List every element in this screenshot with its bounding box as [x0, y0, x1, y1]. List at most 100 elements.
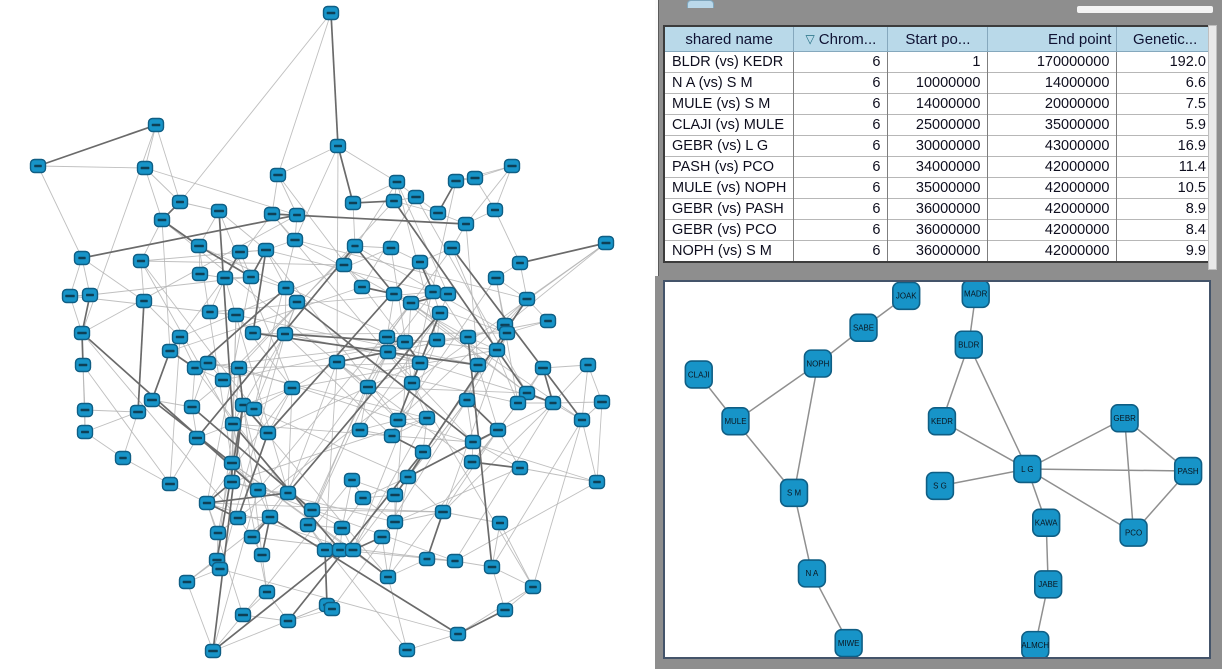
network-node[interactable] — [439, 286, 457, 302]
network-node[interactable] — [464, 434, 482, 450]
network-edge[interactable] — [442, 402, 554, 513]
network-node[interactable] — [223, 455, 241, 471]
network-node[interactable] — [323, 601, 341, 617]
network-edge[interactable] — [330, 12, 339, 147]
network-node[interactable] — [132, 253, 150, 269]
network-node[interactable] — [579, 357, 597, 373]
network-edge[interactable] — [81, 257, 145, 302]
network-node[interactable] — [346, 238, 364, 254]
table-cell[interactable]: GEBR (vs) L G — [663, 135, 794, 157]
network-node[interactable] — [486, 202, 504, 218]
table-cell[interactable]: NOPH (vs) S M — [663, 240, 794, 262]
network-edge[interactable] — [84, 409, 139, 413]
filter-icon[interactable]: ▽ — [805, 31, 815, 46]
network-node[interactable] — [469, 357, 487, 373]
network-node[interactable] — [73, 250, 91, 266]
table-cell[interactable]: 11.4 — [1116, 156, 1214, 178]
network-node[interactable] — [383, 428, 401, 444]
table-cell[interactable]: CLAJI (vs) MULE — [663, 114, 794, 136]
network-node[interactable] — [524, 579, 542, 595]
table-row[interactable]: MULE (vs) S M 6 14000000 20000000 7.5 — [663, 93, 1214, 115]
subnetwork-node-PASH[interactable]: PASH — [1173, 456, 1203, 486]
network-node[interactable] — [411, 355, 429, 371]
network-node[interactable] — [171, 329, 189, 345]
column-header-3[interactable]: End point — [987, 25, 1118, 52]
network-node[interactable] — [344, 542, 362, 558]
network-edge[interactable] — [235, 314, 479, 366]
network-node[interactable] — [243, 529, 261, 545]
network-node[interactable] — [242, 269, 260, 285]
network-edge[interactable] — [212, 549, 341, 652]
network-edge[interactable] — [296, 301, 474, 443]
network-edge[interactable] — [169, 286, 363, 352]
table-cell[interactable]: 6 — [793, 198, 888, 220]
table-row[interactable]: GEBR (vs) PCO 6 36000000 42000000 8.4 — [663, 219, 1214, 241]
table-scrollbar[interactable] — [1208, 25, 1217, 270]
network-edge[interactable] — [253, 301, 298, 410]
network-edge[interactable] — [519, 242, 607, 264]
network-edge[interactable] — [232, 423, 268, 593]
subnetwork-node-MIWE[interactable]: MIWE — [834, 628, 863, 657]
network-node[interactable] — [489, 422, 507, 438]
network-node[interactable] — [458, 392, 476, 408]
network-node[interactable] — [74, 357, 92, 373]
table-row[interactable]: NOPH (vs) S M 6 36000000 42000000 9.9 — [663, 240, 1214, 262]
network-node[interactable] — [457, 216, 475, 232]
network-edge[interactable] — [287, 312, 441, 494]
subnetwork-node-KEDR[interactable]: KEDR — [927, 407, 957, 436]
network-node[interactable] — [276, 326, 294, 342]
network-node[interactable] — [81, 287, 99, 303]
network-node[interactable] — [378, 329, 396, 345]
network-node[interactable] — [402, 295, 420, 311]
network-edge[interactable] — [411, 312, 441, 384]
network-edge[interactable] — [596, 401, 603, 483]
network-edge[interactable] — [206, 387, 293, 504]
network-node[interactable] — [429, 205, 447, 221]
network-node[interactable] — [211, 561, 229, 577]
network-edge[interactable] — [169, 437, 198, 485]
network-node[interactable] — [253, 547, 271, 563]
network-node[interactable] — [261, 509, 279, 525]
network-node[interactable] — [447, 173, 465, 189]
network-node[interactable] — [379, 344, 397, 360]
table-cell[interactable]: 5.9 — [1116, 114, 1214, 136]
network-edge[interactable] — [451, 247, 583, 421]
network-node[interactable] — [385, 193, 403, 209]
network-edge[interactable] — [191, 362, 209, 408]
network-edge[interactable] — [137, 300, 145, 413]
network-edge[interactable] — [253, 239, 296, 410]
subnetwork-edge-LG-PASH[interactable] — [1027, 468, 1189, 472]
network-edge[interactable] — [151, 350, 171, 401]
network-node[interactable] — [463, 454, 481, 470]
table-cell[interactable]: 42000000 — [987, 177, 1117, 199]
main-network-canvas[interactable] — [0, 0, 655, 669]
network-edge[interactable] — [291, 349, 498, 389]
network-edge[interactable] — [238, 367, 399, 421]
network-node[interactable] — [277, 280, 295, 296]
network-edge[interactable] — [336, 351, 389, 363]
network-edge[interactable] — [235, 314, 293, 389]
table-cell[interactable]: 35000000 — [987, 114, 1117, 136]
network-node[interactable] — [143, 392, 161, 408]
subnetwork-node-ALMCH[interactable]: ALMCH — [1021, 630, 1050, 657]
network-edge[interactable] — [455, 165, 513, 182]
subnetwork-edge-GEBR-PCO[interactable] — [1123, 418, 1135, 533]
subnetwork-node-MULE[interactable]: MULE — [721, 407, 750, 436]
network-node[interactable] — [335, 257, 353, 273]
network-edge[interactable] — [341, 479, 353, 529]
network-node[interactable] — [136, 160, 154, 176]
subnetwork-node-CLAJI[interactable]: CLAJI — [684, 360, 713, 389]
network-node[interactable] — [418, 551, 436, 567]
network-edge[interactable] — [307, 351, 389, 526]
network-edge[interactable] — [198, 245, 252, 278]
network-edge[interactable] — [37, 165, 83, 259]
table-cell[interactable]: 7.5 — [1116, 93, 1214, 115]
network-node[interactable] — [443, 240, 461, 256]
network-node[interactable] — [283, 380, 301, 396]
network-edge[interactable] — [491, 522, 501, 568]
network-edge[interactable] — [140, 260, 255, 410]
table-cell[interactable]: 42000000 — [987, 240, 1117, 262]
network-edge[interactable] — [352, 417, 428, 551]
network-edge[interactable] — [337, 145, 398, 183]
column-header-0[interactable]: shared name — [663, 25, 795, 52]
